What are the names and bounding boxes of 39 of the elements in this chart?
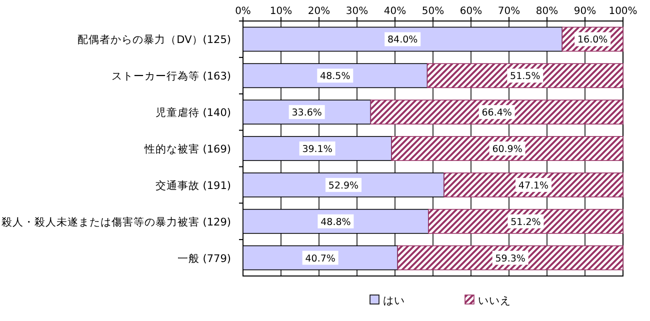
x-tick-label: 0% [235, 6, 251, 17]
x-tick-label: 80% [536, 6, 558, 17]
x-tick-label: 70% [498, 6, 520, 17]
data-label: 59.3% [495, 253, 526, 264]
bar [426, 63, 624, 88]
y-tick-label: 殺人・殺人未遂または傷害等の暴力被害 (129) [1, 215, 231, 228]
x-tick-label: 90% [574, 6, 596, 17]
y-tick-label: 性的な被害 (169) [143, 142, 231, 156]
legend-label: はい [383, 295, 405, 307]
data-label: 47.1% [518, 180, 549, 192]
x-tick-label: 40% [384, 6, 406, 17]
data-label: 84.0% [388, 34, 418, 46]
x-tick-label: 20% [308, 6, 330, 17]
data-label: 16.0% [578, 34, 608, 46]
y-tick-label: 児童虐待 (140) [155, 106, 231, 120]
data-label: 48.8% [320, 216, 351, 228]
data-label: 48.5% [320, 71, 350, 82]
x-tick-label: 100% [608, 6, 638, 17]
bar [391, 136, 624, 161]
x-tick-label: 10% [270, 6, 292, 17]
bar [370, 100, 624, 124]
y-tick-label: ストーカー行為等 (163) [111, 70, 231, 83]
bar [397, 245, 624, 270]
bar [428, 208, 624, 234]
data-label: 51.5% [510, 71, 540, 82]
y-tick-label: 配偶者からの暴力（DV）(125) [78, 33, 231, 46]
data-label: 52.9% [328, 180, 359, 192]
legend-label: いいえ [478, 295, 511, 307]
data-label: 40.7% [305, 253, 336, 264]
x-tick-label: 30% [346, 6, 368, 17]
data-label: 33.6% [292, 108, 322, 119]
x-tick-label: 60% [460, 6, 482, 17]
data-label: 51.2% [510, 216, 541, 228]
data-label: 39.1% [302, 144, 332, 155]
y-tick-label: 交通事故 (191) [155, 178, 231, 192]
x-tick-label: 50% [422, 6, 444, 17]
y-tick-label: 一般 (779) [177, 252, 231, 265]
data-label: 66.4% [482, 108, 512, 119]
data-label: 60.9% [492, 144, 522, 155]
